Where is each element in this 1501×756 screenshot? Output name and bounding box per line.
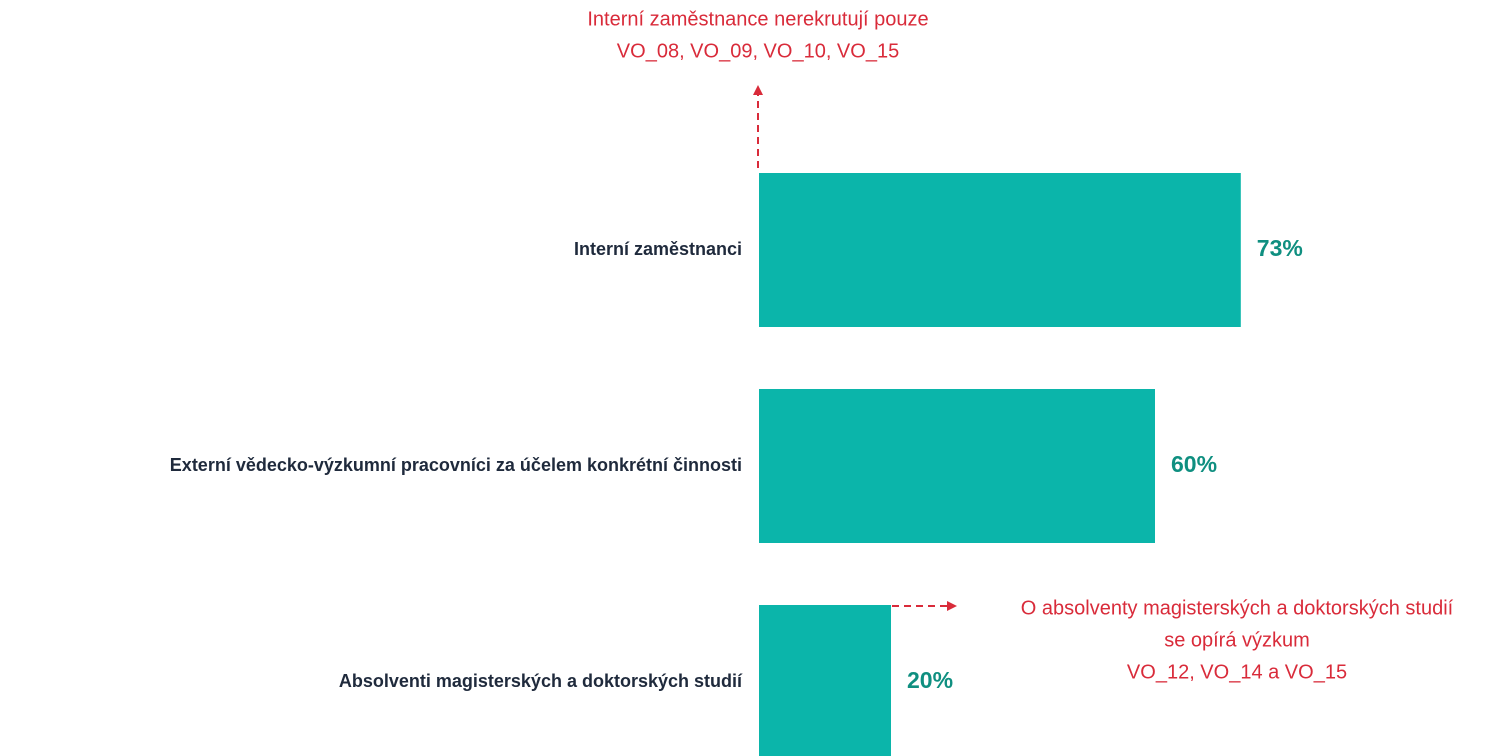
bar [759, 173, 1241, 327]
bar [759, 389, 1155, 543]
value-label: 20% [907, 667, 953, 693]
annotation: se opírá výzkum [1164, 629, 1310, 651]
category-label: Externí vědecko-výzkumní pracovníci za ú… [170, 455, 742, 475]
category-label: Absolventi magisterských a doktorských s… [339, 671, 743, 691]
value-label: 60% [1171, 451, 1217, 477]
annotation: VO_12, VO_14 a VO_15 [1127, 661, 1347, 683]
bar [759, 605, 891, 756]
category-label: Interní zaměstnanci [574, 239, 742, 259]
annotation: O absolventy magisterských a doktorských… [1021, 597, 1454, 619]
annotation: VO_08, VO_09, VO_10, VO_15 [617, 40, 899, 62]
value-label: 73% [1257, 235, 1303, 261]
annotation: Interní zaměstnance nerekrutují pouze [587, 8, 928, 30]
